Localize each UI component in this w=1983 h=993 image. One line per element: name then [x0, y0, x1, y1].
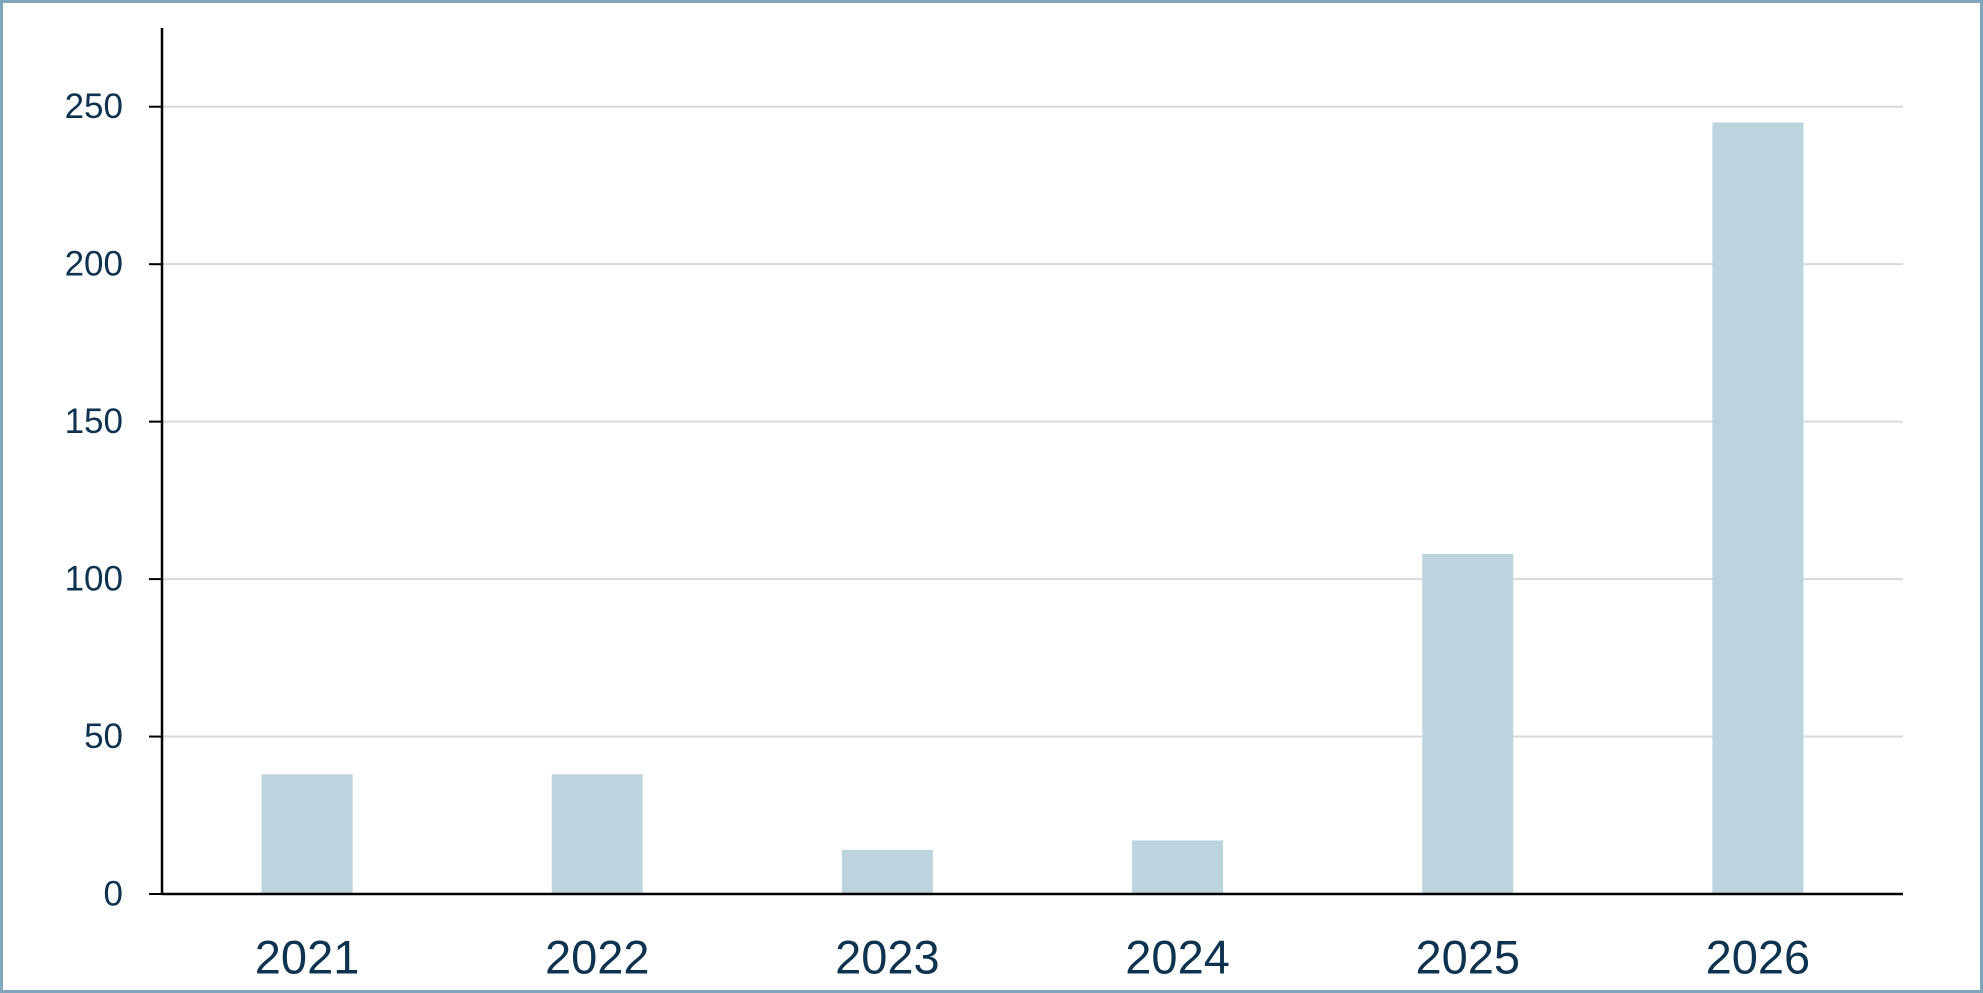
y-tick-label: 200 — [65, 244, 123, 283]
grid — [162, 105, 1903, 738]
bar — [841, 849, 933, 894]
bar — [1132, 840, 1224, 894]
x-tick-label: 2024 — [1125, 930, 1230, 983]
bar — [551, 774, 643, 894]
y-tick-label: 100 — [65, 559, 123, 598]
bar — [1422, 553, 1514, 894]
bar — [261, 774, 353, 894]
x-tick-label: 2021 — [255, 930, 360, 983]
y-tick-label: 50 — [84, 717, 123, 756]
x-tick-label: 2026 — [1706, 930, 1811, 983]
x-tick-label: 2025 — [1415, 930, 1520, 983]
y-tick-label: 250 — [65, 87, 123, 126]
axes: 0 50 100 150 200 250 2021 2022 2023 2024 2025 2026 — [65, 28, 1903, 983]
y-tick-label: 0 — [104, 874, 123, 913]
x-tick-label: 2023 — [835, 930, 940, 983]
bar — [1712, 122, 1804, 895]
y-tick-label: 150 — [65, 402, 123, 441]
bars — [261, 122, 1804, 895]
x-tick-label: 2022 — [545, 930, 650, 983]
